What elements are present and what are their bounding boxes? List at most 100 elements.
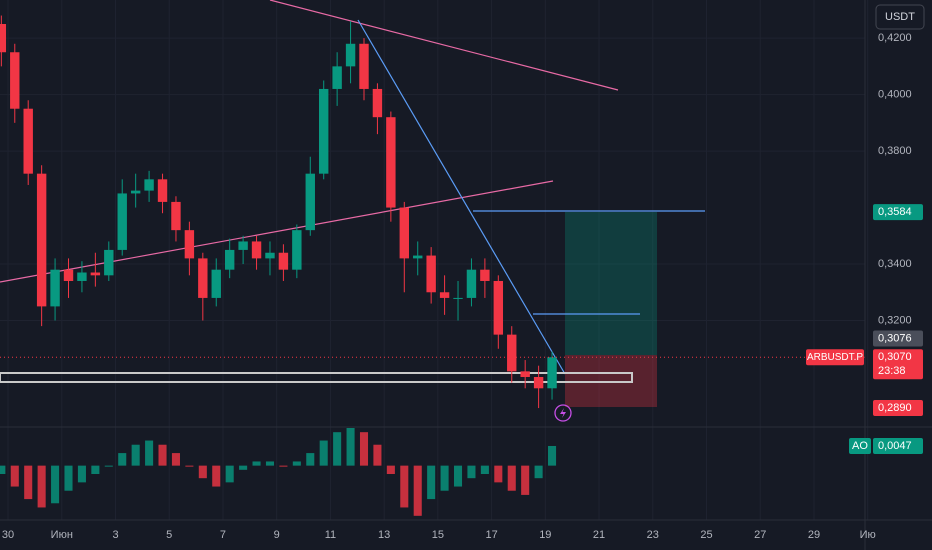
candle-body bbox=[251, 241, 262, 259]
candle-body bbox=[453, 297, 463, 299]
candle-body bbox=[0, 24, 7, 53]
x-tick-label: 15 bbox=[432, 529, 444, 541]
ao-bar bbox=[24, 465, 33, 500]
x-tick-label: 9 bbox=[274, 529, 280, 541]
x-tick-label: Ию bbox=[860, 529, 876, 541]
candle-body bbox=[359, 43, 369, 89]
x-tick-label: 13 bbox=[378, 529, 390, 541]
ao-bar bbox=[453, 465, 463, 487]
x-tick-label: 21 bbox=[593, 529, 605, 541]
candle-body bbox=[211, 269, 221, 298]
ao-bar bbox=[548, 445, 557, 466]
candle-body bbox=[90, 272, 101, 276]
candle-body bbox=[198, 258, 208, 298]
candle-body bbox=[23, 108, 33, 174]
ao-bar bbox=[507, 465, 516, 491]
ao-bar bbox=[440, 465, 449, 491]
x-tick-label: 23 bbox=[647, 529, 659, 541]
countdown: 23:38 bbox=[878, 365, 906, 377]
event-icon bbox=[554, 404, 572, 422]
candle-body bbox=[292, 230, 302, 270]
price-label-box bbox=[873, 400, 923, 417]
candle-body bbox=[77, 272, 87, 281]
x-tick-label: 25 bbox=[700, 529, 712, 541]
ao-bar bbox=[10, 465, 19, 487]
candle-body bbox=[439, 292, 450, 298]
candle-body bbox=[426, 255, 436, 293]
indicator-value-box bbox=[873, 437, 923, 454]
candle-body bbox=[117, 193, 127, 250]
candle-body bbox=[507, 334, 517, 372]
candle-body bbox=[265, 252, 275, 259]
ao-bar bbox=[279, 465, 288, 467]
ao-bar bbox=[212, 465, 221, 487]
x-tick-label: 19 bbox=[539, 529, 551, 541]
candle-body bbox=[238, 241, 248, 250]
trend-line bbox=[357, 19, 566, 375]
marks bbox=[0, 15, 865, 516]
x-tick-label: Июн bbox=[51, 529, 73, 541]
ao-bar bbox=[51, 465, 60, 504]
candle-body bbox=[386, 117, 396, 208]
symbol-label: ARBUSDT.P bbox=[807, 352, 863, 363]
candle-body bbox=[224, 249, 235, 270]
price-label-box bbox=[873, 204, 923, 221]
lightning bbox=[560, 408, 566, 418]
currency-button[interactable] bbox=[875, 4, 925, 30]
ao-bar bbox=[145, 440, 154, 466]
ao-bar bbox=[534, 465, 543, 479]
candle-body bbox=[547, 357, 557, 389]
candle-body bbox=[63, 269, 74, 281]
ao-bar bbox=[37, 465, 46, 508]
x-tick-label: 17 bbox=[485, 529, 497, 541]
ao-bar bbox=[225, 465, 234, 483]
grid bbox=[0, 0, 869, 520]
ao-bar bbox=[91, 465, 100, 474]
candle-body bbox=[345, 43, 356, 67]
ao-bar bbox=[386, 465, 395, 474]
ao-bar bbox=[131, 444, 140, 466]
labels: 0,4200 0,4000 0,3800 0,3400 0,3200 30 Июн 3 5 7 9 1… bbox=[2, 32, 923, 541]
candle-body bbox=[50, 269, 60, 307]
price-label: 0,3076 bbox=[878, 332, 912, 344]
ao-bar bbox=[373, 444, 382, 466]
candle-body bbox=[480, 269, 490, 281]
ao-bar bbox=[400, 465, 409, 508]
x-tick-label: 5 bbox=[166, 529, 172, 541]
ao-bar bbox=[239, 465, 248, 470]
x-tick-label: 27 bbox=[754, 529, 766, 541]
ao-bar bbox=[64, 465, 73, 491]
ao-bar bbox=[359, 432, 369, 466]
ao-bar bbox=[467, 465, 476, 479]
ao-bar bbox=[427, 465, 436, 500]
ao-bar bbox=[319, 440, 328, 466]
ao-bar bbox=[265, 461, 275, 466]
indicator-name-box bbox=[849, 437, 871, 454]
candle-body bbox=[36, 173, 47, 307]
ao-bar bbox=[413, 465, 422, 516]
candle-body bbox=[171, 201, 181, 231]
candle-body bbox=[184, 230, 195, 259]
x-tick-label: 11 bbox=[325, 529, 336, 541]
candle-body bbox=[104, 249, 114, 276]
candle-body bbox=[533, 376, 544, 389]
ao-bar bbox=[158, 444, 167, 466]
y-tick-label: 0,4200 bbox=[878, 32, 912, 44]
candle-body bbox=[520, 371, 530, 377]
ao-bar bbox=[252, 461, 261, 466]
candle-body bbox=[399, 207, 409, 259]
trend-line bbox=[0, 180, 554, 283]
candle-body bbox=[278, 252, 289, 270]
ao-bar bbox=[333, 432, 342, 466]
candle-body bbox=[10, 52, 20, 109]
support-box bbox=[0, 372, 633, 383]
candle-body bbox=[493, 280, 504, 335]
currency[interactable]: USDT bbox=[885, 11, 915, 23]
candle-body bbox=[332, 66, 342, 89]
ao-bar bbox=[0, 465, 6, 474]
ao-bar bbox=[346, 428, 355, 466]
ao-bar bbox=[494, 465, 503, 483]
x-tick-label: 29 bbox=[808, 529, 820, 541]
price-label: 0,3584 bbox=[878, 206, 912, 218]
y-tick-label: 0,3800 bbox=[878, 145, 912, 157]
